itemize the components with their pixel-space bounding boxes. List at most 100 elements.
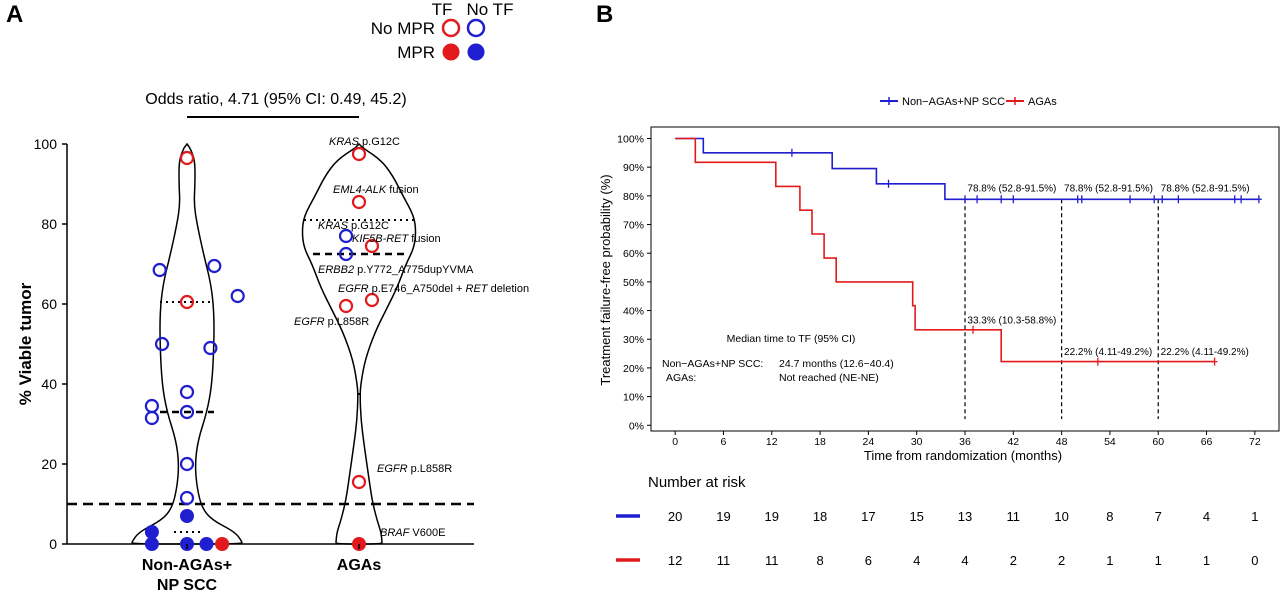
violin-outline bbox=[131, 142, 243, 545]
mutation-annotation: KIF5B-RET fusion bbox=[352, 233, 441, 245]
violin-outline bbox=[301, 142, 417, 545]
censor-mark bbox=[1127, 195, 1134, 204]
censor-mark bbox=[970, 325, 977, 334]
gene-name: EGFR bbox=[294, 316, 325, 328]
risk-count: 20 bbox=[668, 509, 682, 524]
panel-b-reference-lines bbox=[964, 199, 1159, 419]
x-tick-label: 0 bbox=[672, 436, 678, 448]
risk-count: 1 bbox=[1155, 553, 1162, 568]
risk-count: 17 bbox=[861, 509, 875, 524]
mpr-point bbox=[199, 537, 214, 551]
panel-b-x-ticks: 0 6 12 18 24 30 36 42 48 54 60 66 72 bbox=[672, 431, 1261, 448]
gene-name: EGFR bbox=[338, 283, 369, 295]
gene-name: KIF5B-RET bbox=[352, 233, 410, 245]
no-mpr-point bbox=[230, 288, 245, 304]
panel-a-y-axis-label: % Viable tumor bbox=[16, 282, 35, 405]
legend-col-label-no-tf: No TF bbox=[467, 0, 514, 19]
odds-ratio-label: Odds ratio, 4.71 (95% CI: 0.49, 45.2) bbox=[145, 91, 406, 108]
no-mpr-point bbox=[179, 456, 195, 472]
y-tick-label: 70% bbox=[623, 220, 644, 232]
risk-count: 4 bbox=[961, 553, 968, 568]
risk-count: 12 bbox=[668, 553, 682, 568]
risk-count: 18 bbox=[813, 509, 827, 524]
y-tick-label: 20% bbox=[623, 363, 644, 375]
risk-count: 19 bbox=[716, 509, 730, 524]
survival-estimate-label: 78.8% (52.8-91.5%) bbox=[1161, 184, 1250, 195]
risk-count: 4 bbox=[913, 553, 920, 568]
panel-b-survival-curves bbox=[675, 137, 1262, 366]
panel-a-legend: TF No TF No MPR MPR bbox=[371, 0, 514, 62]
risk-count: 6 bbox=[865, 553, 872, 568]
y-tick-label: 90% bbox=[623, 162, 644, 174]
x-tick-label: 30 bbox=[911, 436, 923, 448]
no-mpr-point bbox=[207, 258, 222, 274]
y-tick-label: 80 bbox=[41, 216, 57, 232]
legend-open-red-marker bbox=[441, 18, 461, 38]
gene-name: BRAF bbox=[380, 527, 411, 539]
panel-b: B Non−AGAs+NP SCC AGAs Treatment failure… bbox=[596, 1, 1280, 568]
risk-count: 11 bbox=[765, 553, 779, 568]
risk-count: 0 bbox=[1251, 553, 1258, 568]
median-row-label-non-agas: Non−AGAs+NP SCC: bbox=[662, 358, 763, 370]
variant-text: p.L858R bbox=[408, 463, 453, 475]
risk-count: 8 bbox=[816, 553, 823, 568]
censor-mark bbox=[1255, 195, 1262, 204]
x-category-label: AGAs bbox=[337, 557, 382, 574]
y-tick-label: 50% bbox=[623, 277, 644, 289]
panel-a-label: A bbox=[6, 1, 23, 28]
survival-estimate-label: 78.8% (52.8-91.5%) bbox=[967, 184, 1056, 195]
no-mpr-point bbox=[144, 398, 159, 414]
variant-text: V600E bbox=[409, 527, 445, 539]
no-mpr-point bbox=[351, 146, 367, 162]
variant-text: p.G12C bbox=[348, 220, 389, 232]
y-tick-label: 40 bbox=[41, 376, 57, 392]
censor-mark bbox=[962, 195, 968, 204]
mutation-annotation: ERBB2 p.Y772_A775dupYVMA bbox=[318, 264, 474, 276]
censor-mark bbox=[998, 195, 1005, 204]
y-tick-label: 20 bbox=[41, 456, 57, 472]
gene-name: EGFR bbox=[377, 463, 408, 475]
median-row-label-agas: AGAs: bbox=[666, 372, 696, 384]
survival-estimate-label: 33.3% (10.3-58.8%) bbox=[967, 315, 1056, 326]
risk-table: 20 19 19 18 17 15 13 11 10 8 7 4 112 11 11 8 6 4 4 2 2 1 1 1 0 bbox=[616, 509, 1258, 568]
x-tick-label: 42 bbox=[1007, 436, 1019, 448]
x-tick-label: 12 bbox=[766, 436, 778, 448]
no-mpr-point bbox=[338, 298, 354, 314]
x-tick-label: 54 bbox=[1104, 436, 1116, 448]
median-time-box: Median time to TF (95% CI) Non−AGAs+NP S… bbox=[662, 333, 894, 384]
x-tick-label: 36 bbox=[959, 436, 971, 448]
panel-a-y-ticks: 0 20 40 60 80 100 bbox=[34, 136, 67, 552]
y-tick-label: 60 bbox=[41, 296, 57, 312]
legend-col-label-tf: TF bbox=[432, 0, 453, 19]
mutation-annotation: EGFR p.E746_A750del + RET deletion bbox=[338, 283, 529, 295]
risk-count: 2 bbox=[1010, 553, 1017, 568]
panel-a-violins bbox=[131, 142, 417, 545]
mutation-annotation: EGFR p.L858R bbox=[377, 463, 452, 475]
censor-mark bbox=[1231, 195, 1238, 204]
variant-text: fusion bbox=[386, 184, 418, 196]
variant-text: p.Y772_A775dupYVMA bbox=[354, 264, 474, 276]
variant-text: p.L858R bbox=[325, 316, 370, 328]
mutation-annotation: EGFR p.L858R bbox=[294, 316, 369, 328]
risk-count: 2 bbox=[1058, 553, 1065, 568]
y-tick-label: 100 bbox=[34, 136, 58, 152]
x-tick-label: 18 bbox=[814, 436, 826, 448]
gene-name: KRAS bbox=[318, 220, 349, 232]
panel-b-y-ticks: 0% 10% 20% 30% 40% 50% 60% 70% 80% 90% 100% bbox=[617, 133, 651, 432]
no-mpr-point bbox=[351, 194, 367, 210]
mpr-point bbox=[180, 509, 194, 523]
risk-count: 11 bbox=[717, 553, 731, 568]
x-tick-label: 66 bbox=[1201, 436, 1213, 448]
median-box-title: Median time to TF (95% CI) bbox=[727, 333, 856, 345]
legend-label-agas: AGAs bbox=[1028, 96, 1057, 108]
censor-mark bbox=[1211, 357, 1218, 366]
x-tick-label: 6 bbox=[721, 436, 727, 448]
y-tick-label: 30% bbox=[623, 334, 644, 346]
y-tick-label: 0 bbox=[49, 536, 57, 552]
x-tick-label: 72 bbox=[1249, 436, 1261, 448]
censor-mark bbox=[1010, 195, 1017, 204]
variant-text: p.G12C bbox=[359, 136, 400, 148]
censor-mark bbox=[1175, 195, 1182, 204]
panel-a: A TF No TF No MPR MPR Odds ratio, 4.71 (… bbox=[6, 0, 529, 592]
